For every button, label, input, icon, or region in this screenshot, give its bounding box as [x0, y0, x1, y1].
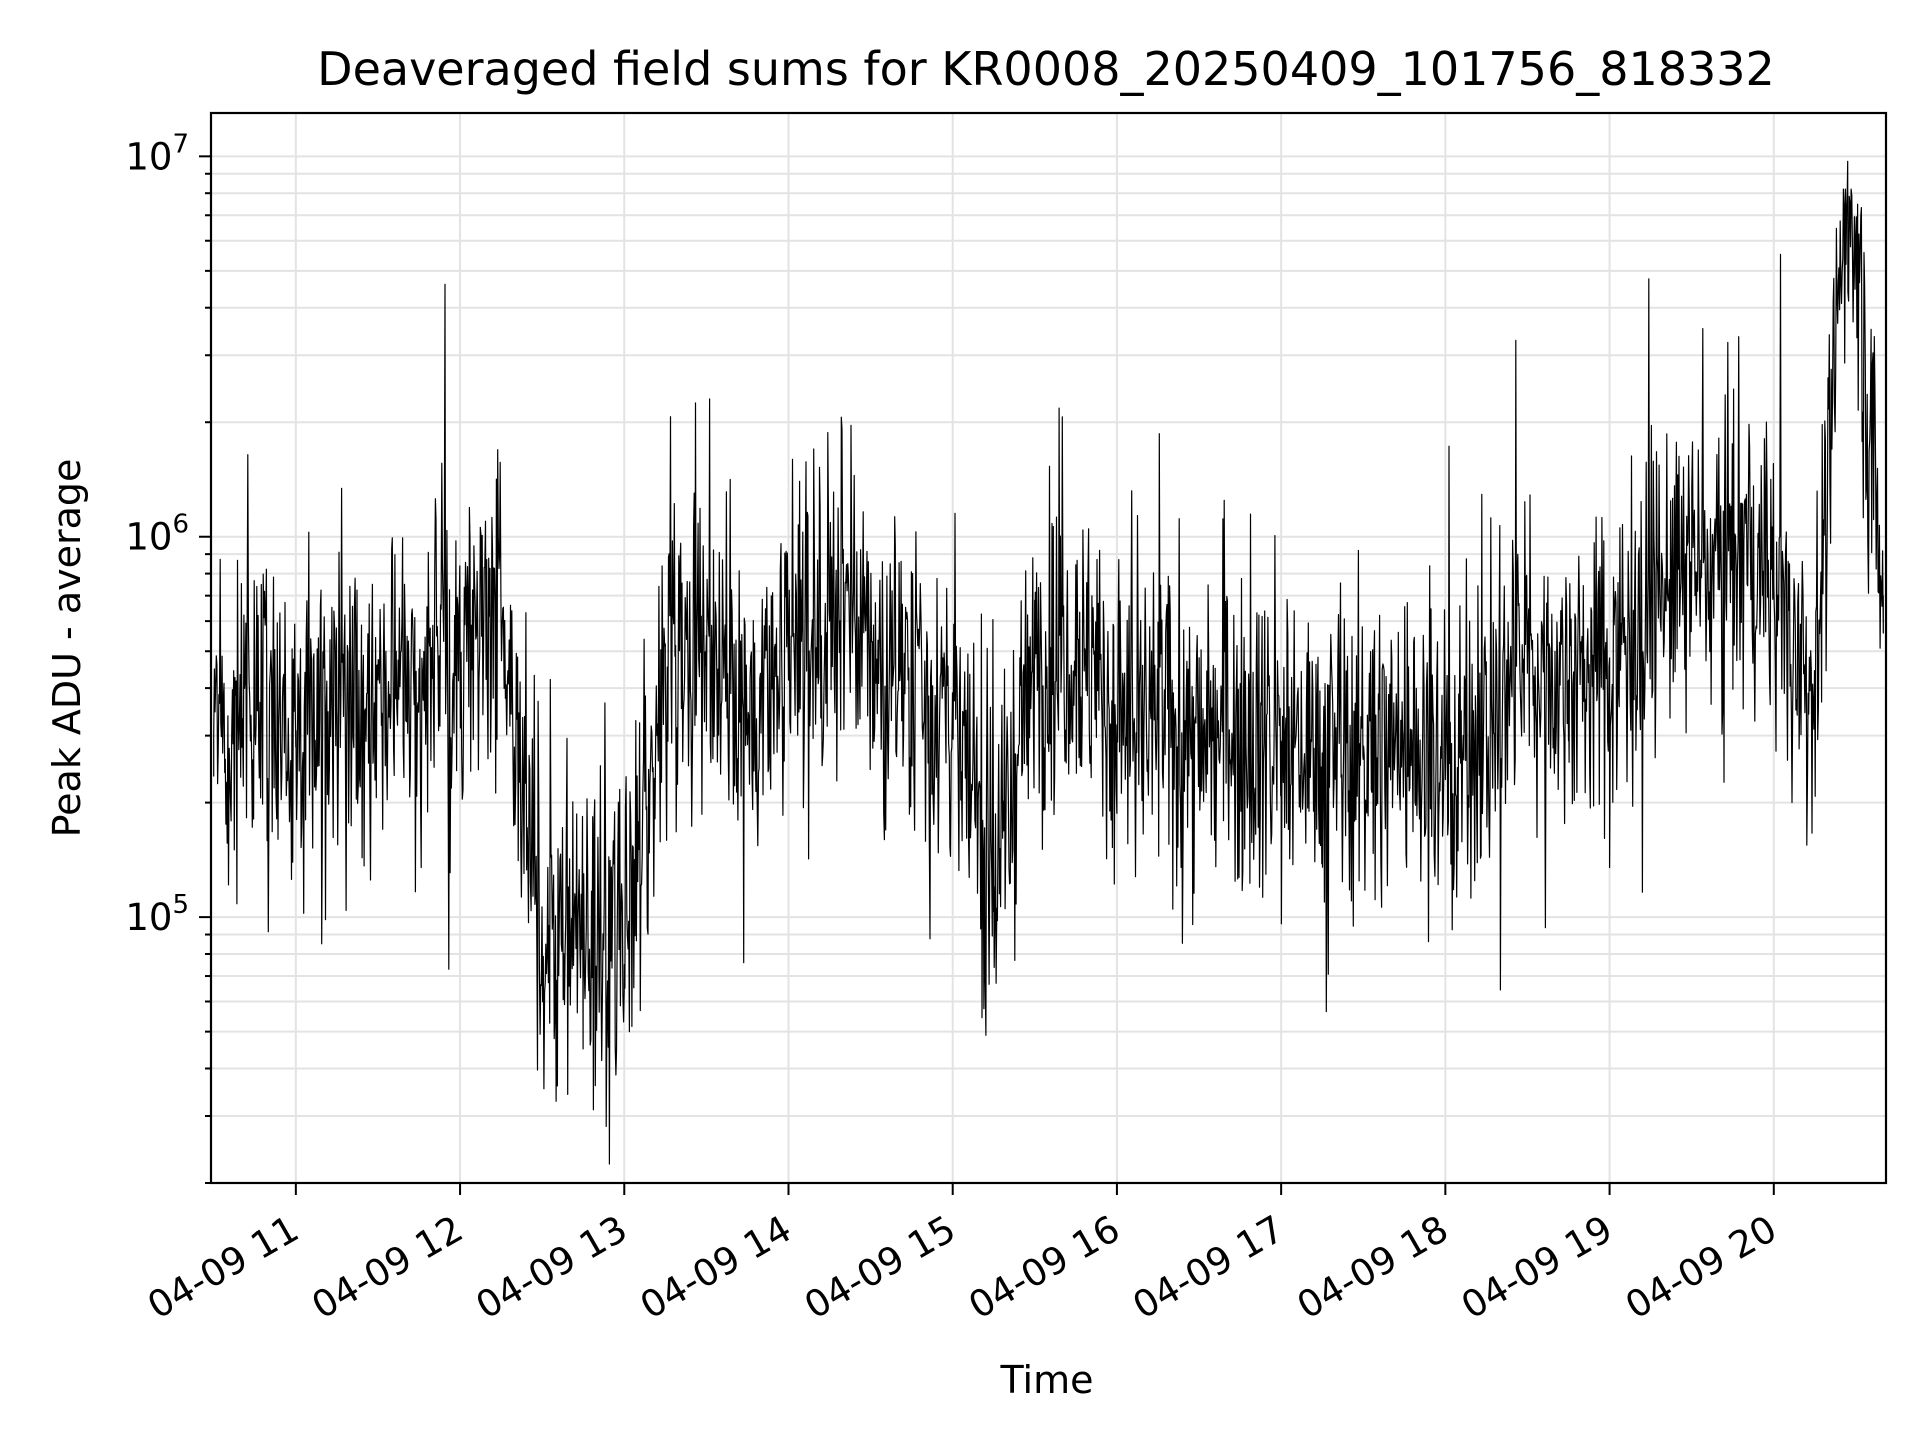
data-series: [213, 160, 1884, 1165]
plot-frame: [209, 111, 1888, 1185]
chart-title: Deaveraged field sums for KR0008_2025040…: [317, 42, 1775, 96]
series-line: [213, 160, 1884, 1165]
x-axis-label: Time: [1000, 1358, 1094, 1402]
y-axis-label: Peak ADU - average: [45, 459, 89, 838]
y-tick-label: 107: [125, 129, 189, 178]
y-tick-label: 105: [125, 890, 189, 939]
y-tick-label: 106: [125, 510, 189, 559]
